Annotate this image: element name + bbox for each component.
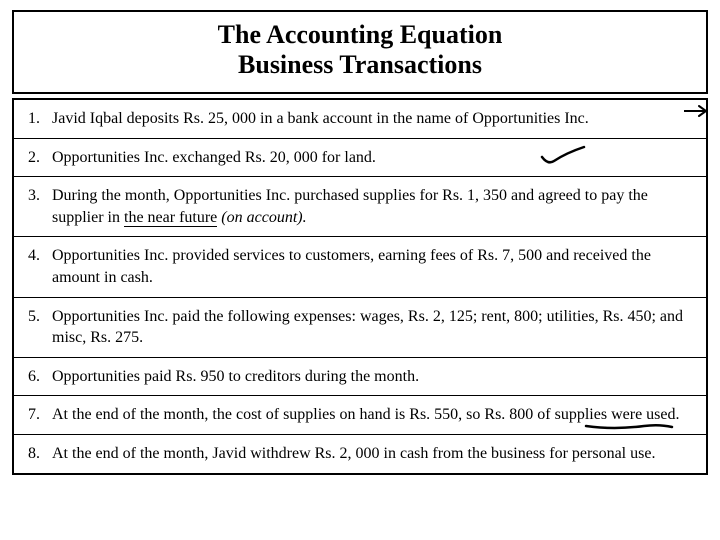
- transaction-row: 6. Opportunities paid Rs. 950 to credito…: [14, 358, 706, 397]
- item-text: Opportunities Inc. paid the following ex…: [52, 306, 694, 349]
- item-text-underlined: the near future: [124, 209, 217, 227]
- item-number: 6.: [28, 366, 52, 388]
- title-box: The Accounting Equation Business Transac…: [12, 10, 708, 94]
- item-text: Javid Iqbal deposits Rs. 25, 000 in a ba…: [52, 108, 694, 130]
- transaction-row: 8. At the end of the month, Javid withdr…: [14, 435, 706, 473]
- item-text-italic: (on account).: [217, 209, 306, 226]
- item-text: Opportunities Inc. exchanged Rs. 20, 000…: [52, 147, 694, 169]
- item-text: During the month, Opportunities Inc. pur…: [52, 185, 694, 228]
- title-line-2: Business Transactions: [34, 50, 686, 80]
- item-number: 8.: [28, 443, 52, 465]
- item-text: Opportunities Inc. provided services to …: [52, 245, 694, 288]
- item-number: 1.: [28, 108, 52, 130]
- item-text: Opportunities paid Rs. 950 to creditors …: [52, 366, 694, 388]
- item-text: At the end of the month, Javid withdrew …: [52, 443, 694, 465]
- transaction-row: 5. Opportunities Inc. paid the following…: [14, 298, 706, 358]
- transaction-row: 1. Javid Iqbal deposits Rs. 25, 000 in a…: [14, 100, 706, 139]
- transaction-row: 7. At the end of the month, the cost of …: [14, 396, 706, 435]
- item-number: 2.: [28, 147, 52, 169]
- transaction-row: 2. Opportunities Inc. exchanged Rs. 20, …: [14, 139, 706, 178]
- item-number: 3.: [28, 185, 52, 228]
- item-number: 7.: [28, 404, 52, 426]
- item-number: 4.: [28, 245, 52, 288]
- item-number: 5.: [28, 306, 52, 349]
- transactions-list: 1. Javid Iqbal deposits Rs. 25, 000 in a…: [12, 98, 708, 475]
- item-text: At the end of the month, the cost of sup…: [52, 404, 694, 426]
- transaction-row: 3. During the month, Opportunities Inc. …: [14, 177, 706, 237]
- title-line-1: The Accounting Equation: [34, 20, 686, 50]
- transaction-row: 4. Opportunities Inc. provided services …: [14, 237, 706, 297]
